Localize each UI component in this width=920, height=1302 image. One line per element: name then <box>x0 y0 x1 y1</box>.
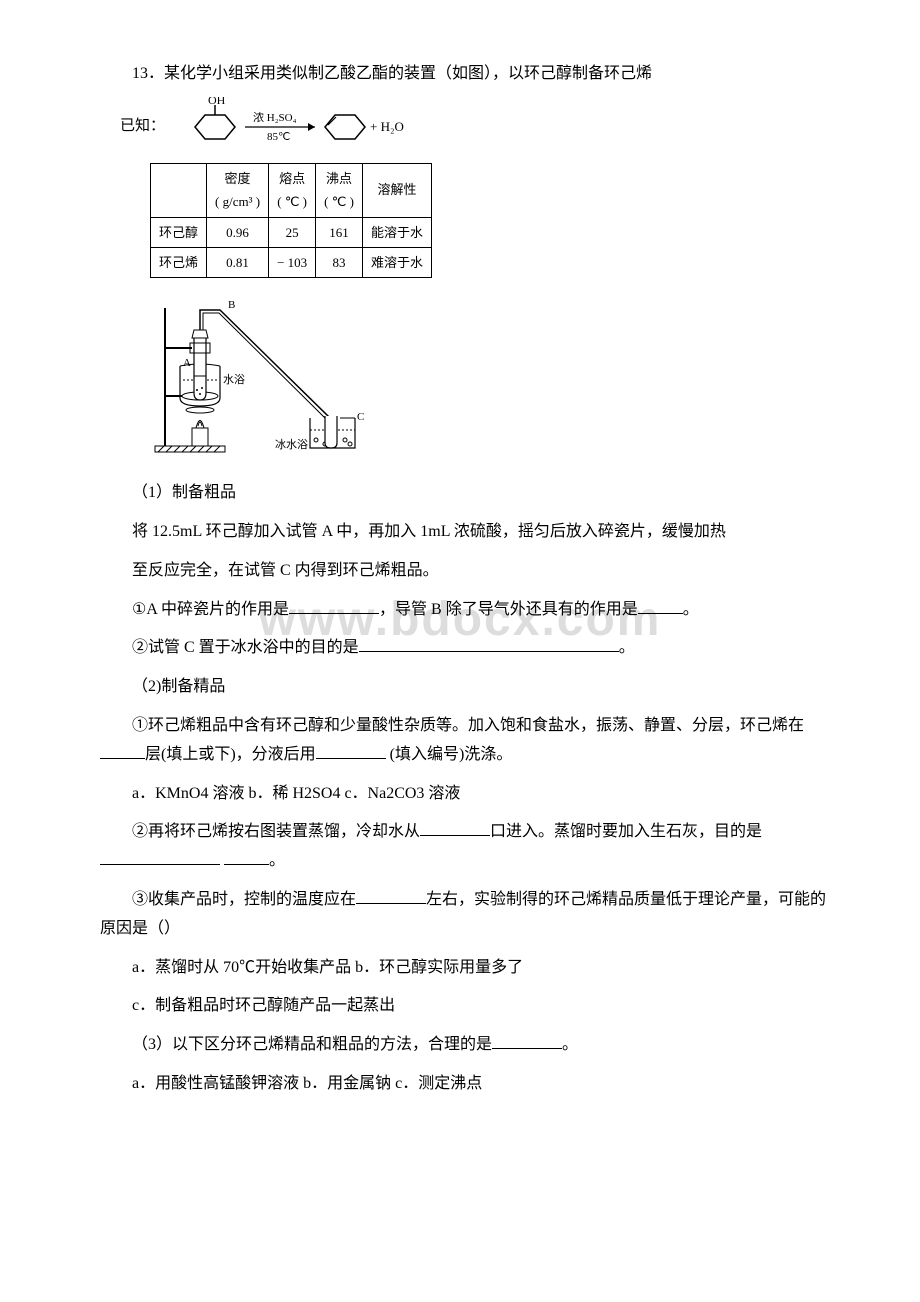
blank <box>492 1033 562 1049</box>
s1-q1-a: ①A 中碎瓷片的作用是 <box>100 596 289 625</box>
arrow-bottom-text: 85℃ <box>267 131 290 143</box>
s2-q2-a: ②再将环己烯按右图装置蒸馏，冷却水从 <box>100 818 420 847</box>
blank <box>100 743 145 759</box>
product-tail: + H₂O <box>370 119 404 134</box>
th-density: 密度( g/cm³ ) <box>207 163 269 217</box>
document-content: 13．某化学小组采用类似制乙酸乙酯的装置（如图），以环己醇制备环己烯 已知： O… <box>100 60 840 1099</box>
s3-q-b: 。 <box>562 1036 578 1053</box>
blank <box>638 598 683 614</box>
cell: 0.96 <box>207 217 269 247</box>
s2-q1-c: (填入编号)洗涤。 <box>386 746 513 763</box>
cell: 环己烯 <box>151 247 207 277</box>
label-c: C <box>357 411 364 423</box>
blank <box>316 743 386 759</box>
blank <box>100 849 220 865</box>
oh-label: OH <box>208 97 226 107</box>
s1-q2: ②试管 C 置于冰水浴中的目的是 。 <box>100 634 840 663</box>
blank <box>356 888 426 904</box>
cell: 难溶于水 <box>362 247 431 277</box>
reaction-equation: 已知： OH 浓 H₂SO₄ 85℃ + H₂O <box>100 97 840 157</box>
cell: 161 <box>316 217 363 247</box>
cell: 83 <box>316 247 363 277</box>
label-a: A <box>183 357 191 369</box>
cell: 0.81 <box>207 247 269 277</box>
known-label: 已知： <box>100 113 165 140</box>
s3-q-a: （3）以下区分环己烯精品和粗品的方法，合理的是 <box>132 1036 492 1053</box>
s2-q2: ②再将环己烯按右图装置蒸馏，冷却水从 口进入。蒸馏时要加入生石灰，目的是 。 <box>100 818 840 876</box>
table-row: 环己醇 0.96 25 161 能溶于水 <box>151 217 432 247</box>
blank <box>359 636 619 652</box>
question-intro: 13．某化学小组采用类似制乙酸乙酯的装置（如图），以环己醇制备环己烯 <box>100 60 840 89</box>
arrow-top-text: 浓 H₂SO₄ <box>253 111 297 124</box>
s2-q2-b: 口进入。蒸馏时要加入生石灰，目的是 <box>490 823 762 840</box>
label-b: B <box>228 299 235 311</box>
blank <box>224 849 269 865</box>
s1-q1: ①A 中碎瓷片的作用是 ，导管 B 除了导气外还具有的作用是 。 <box>100 596 840 625</box>
s3-opts: a．用酸性高锰酸钾溶液 b．用金属钠 c．测定沸点 <box>100 1070 840 1099</box>
s2-q3: ③收集产品时，控制的温度应在左右，实验制得的环己烯精品质量低于理论产量，可能的原… <box>100 886 840 944</box>
blank <box>289 598 379 614</box>
cell: 25 <box>269 217 316 247</box>
th-mp: 熔点( ℃ ) <box>269 163 316 217</box>
section-2-title: （2)制备精品 <box>100 673 840 702</box>
section-1-title: （1）制备粗品 <box>100 479 840 508</box>
blank <box>420 820 490 836</box>
s2-q2-c: 。 <box>269 852 285 869</box>
s3-q: （3）以下区分环己烯精品和粗品的方法，合理的是 。 <box>100 1031 840 1060</box>
s2-opts3a: a．蒸馏时从 70℃开始收集产品 b．环己醇实际用量多了 <box>100 954 840 983</box>
s2-q3-a: ③收集产品时，控制的温度应在 <box>100 886 356 915</box>
s1-q1-b: ，导管 B 除了导气外还具有的作用是 <box>379 601 638 618</box>
s1-q2-b: 。 <box>619 639 635 656</box>
table-header-row: 密度( g/cm³ ) 熔点( ℃ ) 沸点( ℃ ) 溶解性 <box>151 163 432 217</box>
s2-opts3b: c．制备粗品时环己醇随产品一起蒸出 <box>100 992 840 1021</box>
cell: − 103 <box>269 247 316 277</box>
s2-q1-a: ①环己烯粗品中含有环己醇和少量酸性杂质等。加入饱和食盐水，振荡、静置、分层，环己… <box>100 712 804 741</box>
s1-q2-a: ②试管 C 置于冰水浴中的目的是 <box>132 639 359 656</box>
s1-p1a: 将 12.5mL 环己醇加入试管 A 中，再加入 1mL 浓硫酸，摇匀后放入碎瓷… <box>100 518 840 547</box>
table-row: 环己烯 0.81 − 103 83 难溶于水 <box>151 247 432 277</box>
cell: 能溶于水 <box>362 217 431 247</box>
s1-p1b: 至反应完全，在试管 C 内得到环己烯粗品。 <box>100 557 840 586</box>
question-number: 13． <box>132 65 164 82</box>
apparatus-diagram: 水浴 A B 冰水浴 C <box>150 288 840 469</box>
question-text: 某化学小组采用类似制乙酸乙酯的装置（如图），以环己醇制备环己烯 <box>164 65 652 82</box>
s2-q1: ①环己烯粗品中含有环己醇和少量酸性杂质等。加入饱和食盐水，振荡、静置、分层，环己… <box>100 712 840 770</box>
th-blank <box>151 163 207 217</box>
water-bath-label: 水浴 <box>223 373 245 386</box>
ice-bath-label: 冰水浴 <box>275 438 308 451</box>
properties-table: 密度( g/cm³ ) 熔点( ℃ ) 沸点( ℃ ) 溶解性 环己醇 0.96… <box>150 163 432 279</box>
s2-opts1: a．KMnO4 溶液 b．稀 H2SO4 c．Na2CO3 溶液 <box>100 780 840 809</box>
s2-q1-b: 层(填上或下)，分液后用 <box>145 746 316 763</box>
th-bp: 沸点( ℃ ) <box>316 163 363 217</box>
reaction-svg: OH 浓 H₂SO₄ 85℃ + H₂O <box>175 97 435 157</box>
s1-q1-c: 。 <box>683 601 699 618</box>
cell: 环己醇 <box>151 217 207 247</box>
th-sol: 溶解性 <box>362 163 431 217</box>
